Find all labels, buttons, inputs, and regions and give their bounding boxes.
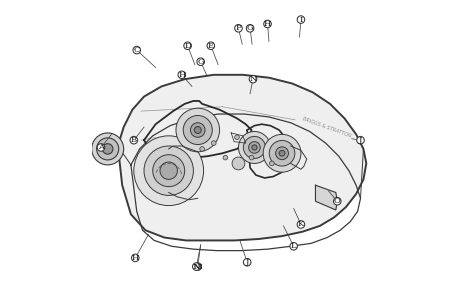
Polygon shape [316, 185, 337, 210]
Circle shape [97, 138, 118, 160]
Circle shape [249, 75, 257, 83]
Circle shape [194, 126, 201, 133]
Circle shape [270, 161, 274, 166]
Text: J: J [359, 136, 362, 144]
Circle shape [276, 147, 289, 160]
Circle shape [133, 46, 140, 54]
Circle shape [243, 258, 251, 266]
Circle shape [249, 155, 254, 160]
Circle shape [197, 58, 204, 65]
Circle shape [91, 133, 124, 165]
Text: A: A [98, 143, 104, 152]
Text: BRIGGS & STRATTON: BRIGGS & STRATTON [302, 116, 352, 138]
Text: H: H [178, 71, 185, 79]
Circle shape [243, 136, 265, 159]
Text: D: D [184, 42, 191, 50]
Text: O: O [334, 197, 341, 205]
Circle shape [297, 16, 305, 23]
Circle shape [334, 197, 341, 205]
Circle shape [235, 135, 239, 140]
Circle shape [223, 155, 228, 160]
Text: E: E [208, 42, 214, 50]
Circle shape [191, 123, 205, 137]
Circle shape [102, 144, 113, 154]
Text: C: C [134, 46, 140, 54]
Circle shape [144, 146, 193, 195]
Text: J: J [246, 258, 249, 266]
Circle shape [153, 155, 185, 187]
Circle shape [297, 221, 305, 228]
Circle shape [200, 147, 204, 151]
Circle shape [269, 140, 295, 166]
Text: B: B [131, 136, 137, 144]
Text: I: I [299, 15, 302, 24]
Circle shape [192, 263, 200, 270]
Circle shape [207, 42, 215, 50]
Text: G: G [197, 58, 204, 66]
Circle shape [183, 115, 212, 145]
Text: F: F [236, 24, 241, 32]
Circle shape [357, 136, 365, 144]
Circle shape [184, 42, 191, 50]
Circle shape [178, 71, 185, 79]
Text: H: H [264, 20, 271, 28]
Circle shape [290, 242, 298, 250]
Circle shape [263, 134, 301, 172]
Text: L: L [291, 242, 296, 250]
Circle shape [235, 25, 242, 32]
Circle shape [246, 25, 254, 32]
Text: M: M [193, 263, 202, 271]
Circle shape [211, 141, 216, 145]
Circle shape [238, 131, 271, 164]
Circle shape [194, 263, 201, 270]
Polygon shape [118, 75, 366, 240]
Circle shape [232, 157, 245, 170]
Text: H: H [132, 254, 139, 262]
Circle shape [264, 20, 271, 28]
Circle shape [249, 142, 260, 153]
Circle shape [160, 162, 177, 179]
Circle shape [252, 145, 257, 150]
Circle shape [131, 254, 139, 262]
Circle shape [176, 108, 219, 152]
Text: N: N [249, 75, 257, 83]
Text: K: K [298, 220, 304, 228]
Circle shape [134, 136, 203, 206]
Text: G: G [246, 24, 254, 32]
Circle shape [97, 144, 105, 151]
Circle shape [130, 136, 137, 144]
Circle shape [279, 150, 285, 156]
Text: N: N [192, 263, 200, 271]
